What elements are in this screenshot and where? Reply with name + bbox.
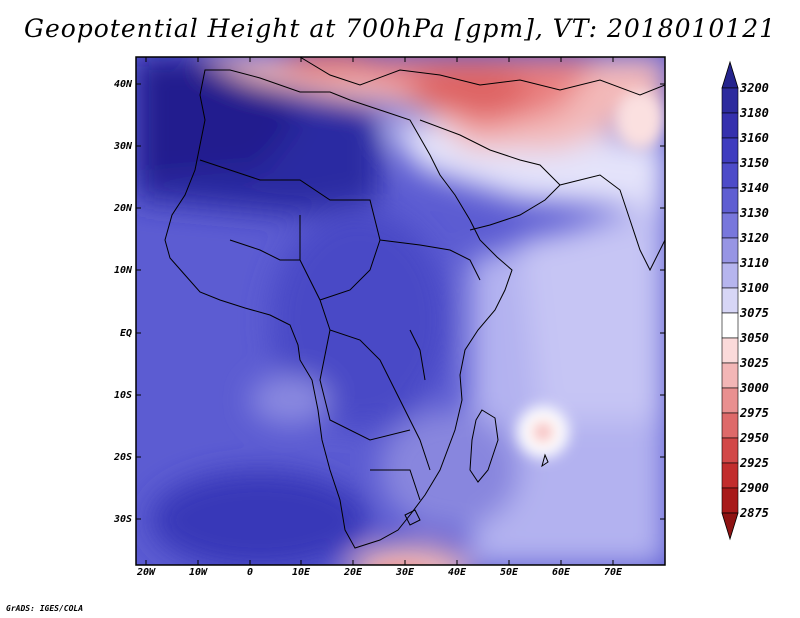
height-field bbox=[136, 57, 665, 565]
colorbar-band bbox=[721, 437, 739, 464]
lon-label-0: 0 bbox=[246, 567, 254, 578]
colorbar-label-3150: 3150 bbox=[740, 156, 769, 170]
map-title: Geopotential Height at 700hPa [gpm], VT:… bbox=[23, 14, 777, 43]
colorbar-arrow-bottom bbox=[721, 512, 739, 541]
colorbar-label-3000: 3000 bbox=[740, 381, 769, 395]
lon-label-20e: 20E bbox=[343, 567, 363, 578]
colorbar-label-3075: 3075 bbox=[740, 306, 769, 320]
lon-label-10w: 10W bbox=[188, 567, 208, 578]
colorbar-band bbox=[721, 87, 739, 114]
colorbar-band bbox=[721, 387, 739, 414]
colorbar-band bbox=[721, 187, 739, 214]
coastlines bbox=[164, 57, 665, 549]
colorbar-band bbox=[721, 262, 739, 289]
colorbar-band bbox=[721, 112, 739, 139]
colorbar-label-3050: 3050 bbox=[740, 331, 769, 345]
colorbar-label-3025: 3025 bbox=[740, 356, 769, 370]
colorbar-label-3160: 3160 bbox=[740, 131, 769, 145]
lat-label-40n: 40N bbox=[113, 79, 132, 90]
colorbar-band bbox=[721, 212, 739, 239]
colorbar-label-3200: 3200 bbox=[740, 81, 769, 95]
colorbar-label-2975: 2975 bbox=[740, 406, 769, 420]
lon-label-70e: 70E bbox=[603, 567, 623, 578]
lon-label-20w: 20W bbox=[136, 567, 156, 578]
lat-label-10n: 10N bbox=[113, 265, 132, 276]
colorbar-label-3130: 3130 bbox=[740, 206, 769, 220]
lat-label-30n: 30N bbox=[113, 141, 132, 152]
colorbar-band bbox=[721, 412, 739, 439]
colorbar-band bbox=[721, 287, 739, 314]
lat-label-10s: 10S bbox=[113, 390, 132, 401]
colorbar-band bbox=[721, 487, 739, 514]
colorbar-arrow-top bbox=[721, 60, 739, 89]
colorbar-label-2950: 2950 bbox=[740, 431, 769, 445]
lon-label-50e: 50E bbox=[499, 567, 519, 578]
colorbar-band bbox=[721, 237, 739, 264]
colorbar-band bbox=[721, 337, 739, 364]
lat-label-20n: 20N bbox=[113, 203, 132, 214]
plot-frame bbox=[135, 56, 666, 566]
colorbar-label-3100: 3100 bbox=[740, 281, 769, 295]
axis-ticks bbox=[136, 57, 665, 565]
lon-label-60e: 60E bbox=[551, 567, 571, 578]
colorbar-label-2900: 2900 bbox=[740, 481, 769, 495]
colorbar-band bbox=[721, 137, 739, 164]
lat-label-30s: 30S bbox=[113, 514, 132, 525]
colorbar bbox=[721, 60, 739, 541]
lat-label-eq: EQ bbox=[119, 328, 132, 339]
colorbar-band bbox=[721, 162, 739, 189]
lon-label-30e: 30E bbox=[395, 567, 415, 578]
colorbar-label-2875: 2875 bbox=[740, 506, 769, 520]
colorbar-label-3120: 3120 bbox=[740, 231, 769, 245]
footer-credit: GrADS: IGES/COLA bbox=[6, 604, 84, 613]
colorbar-label-3110: 3110 bbox=[740, 256, 769, 270]
colorbar-band bbox=[721, 362, 739, 389]
colorbar-label-2925: 2925 bbox=[740, 456, 769, 470]
colorbar-band bbox=[721, 462, 739, 489]
lat-label-20s: 20S bbox=[113, 452, 132, 463]
lon-label-40e: 40E bbox=[447, 567, 467, 578]
lon-label-10e: 10E bbox=[291, 567, 311, 578]
colorbar-label-3180: 3180 bbox=[740, 106, 769, 120]
colorbar-band bbox=[721, 312, 739, 339]
colorbar-label-3140: 3140 bbox=[740, 181, 769, 195]
